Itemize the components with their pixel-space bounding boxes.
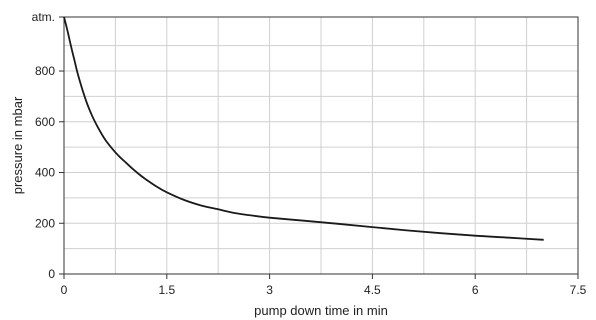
- y-tick-label: atm.: [32, 10, 55, 24]
- x-tick-labels: 0 1.5 3 4.5 6 7.5: [61, 283, 587, 297]
- series-line: [63, 16, 544, 241]
- x-tick-label: 3: [266, 283, 273, 297]
- tick-marks: [59, 16, 579, 279]
- x-tick-label: 7.5: [570, 283, 587, 297]
- y-tick-labels: 0 200 400 600 800 atm.: [32, 10, 56, 281]
- y-tick-label: 600: [35, 115, 55, 129]
- y-tick-label: 0: [48, 267, 55, 281]
- x-tick-label: 0: [61, 283, 68, 297]
- plot-frame: [63, 16, 579, 275]
- y-tick-label: 800: [35, 64, 55, 78]
- x-tick-label: 6: [472, 283, 479, 297]
- y-axis-title: pressure in mbar: [10, 96, 25, 194]
- grid-lines: [64, 17, 578, 274]
- y-tick-label: 200: [35, 216, 55, 230]
- x-axis-title: pump down time in min: [254, 303, 388, 318]
- x-tick-label: 1.5: [158, 283, 175, 297]
- x-tick-label: 4.5: [364, 283, 381, 297]
- series-lines: [63, 16, 544, 241]
- y-tick-label: 400: [35, 166, 55, 180]
